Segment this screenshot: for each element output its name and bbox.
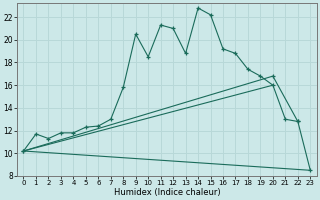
X-axis label: Humidex (Indice chaleur): Humidex (Indice chaleur) <box>114 188 220 197</box>
